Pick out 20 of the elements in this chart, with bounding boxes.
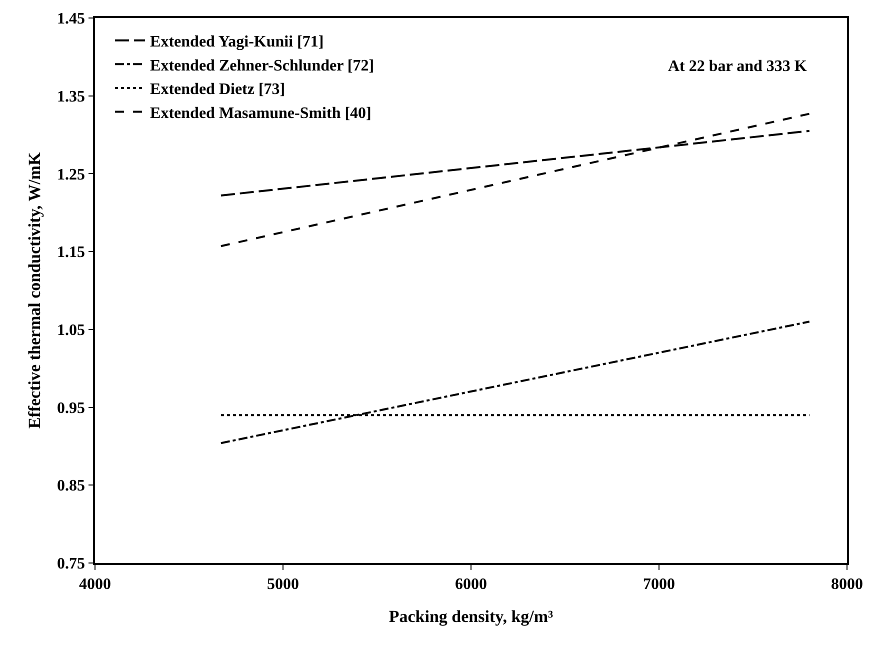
y-tick-label: 0.95: [57, 400, 86, 417]
y-tick-label: 1.05: [57, 322, 86, 340]
annotation: At 22 bar and 333 K: [668, 58, 808, 75]
y-tick-label: 0.85: [57, 478, 86, 495]
x-tick-label: 5000: [267, 576, 299, 593]
y-tick-label: 1.25: [57, 166, 86, 184]
legend-label: Extended Dietz [73]: [150, 81, 286, 98]
x-tick-label: 4000: [79, 576, 111, 593]
legend-label: Extended Masamune-Smith [40]: [150, 104, 372, 122]
y-tick-label: 0.75: [57, 556, 86, 573]
x-tick-label: 8000: [831, 576, 863, 593]
legend-label: Extended Zehner-Schlunder [72]: [150, 57, 374, 74]
y-tick-label: 1.35: [57, 88, 86, 106]
y-axis-title: Effective thermal conductivity, W/mK: [25, 152, 44, 429]
y-tick-label: 1.45: [57, 10, 86, 28]
legend-label: Extended Yagi-Kunii [71]: [150, 34, 324, 51]
x-tick-label: 6000: [455, 576, 487, 593]
x-axis-title: Packing density, kg/m³: [388, 606, 554, 626]
y-tick-label: 1.15: [57, 244, 86, 262]
x-tick-label: 7000: [643, 576, 675, 593]
